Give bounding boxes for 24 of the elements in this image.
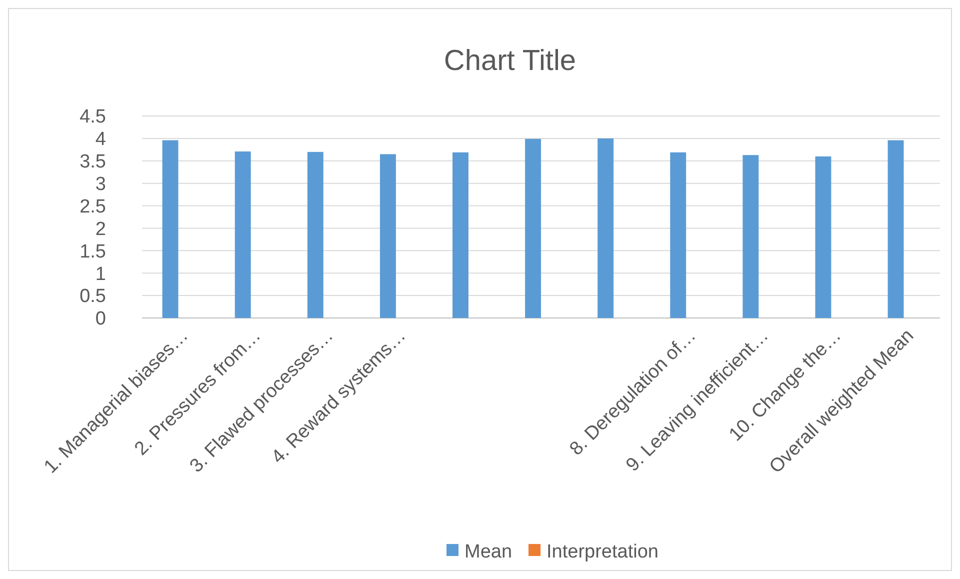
bar — [234, 151, 251, 318]
y-tick-label: 3 — [95, 174, 106, 195]
y-tick-label: 2 — [95, 218, 106, 240]
legend-label: Mean — [464, 542, 512, 563]
y-tick-label: 1.5 — [80, 241, 106, 262]
bar — [162, 140, 178, 318]
y-tick-label: 4.5 — [80, 106, 106, 128]
y-tick-label: 1 — [95, 264, 106, 285]
bar — [815, 156, 832, 318]
bar — [670, 152, 686, 318]
chart-title: Chart Title — [444, 45, 576, 77]
bar — [525, 138, 541, 318]
bar — [380, 154, 396, 318]
bar — [452, 152, 468, 318]
legend-label: Interpretation — [546, 542, 658, 563]
bar — [598, 138, 614, 318]
bar — [888, 140, 904, 318]
y-tick-label: 0 — [95, 308, 106, 330]
y-tick-label: 3.5 — [80, 152, 106, 173]
y-tick-label: 2.5 — [80, 196, 106, 218]
bar — [742, 155, 759, 318]
bar — [307, 152, 324, 318]
y-tick-label: 0.5 — [80, 286, 106, 308]
y-tick-label: 4 — [95, 129, 106, 150]
